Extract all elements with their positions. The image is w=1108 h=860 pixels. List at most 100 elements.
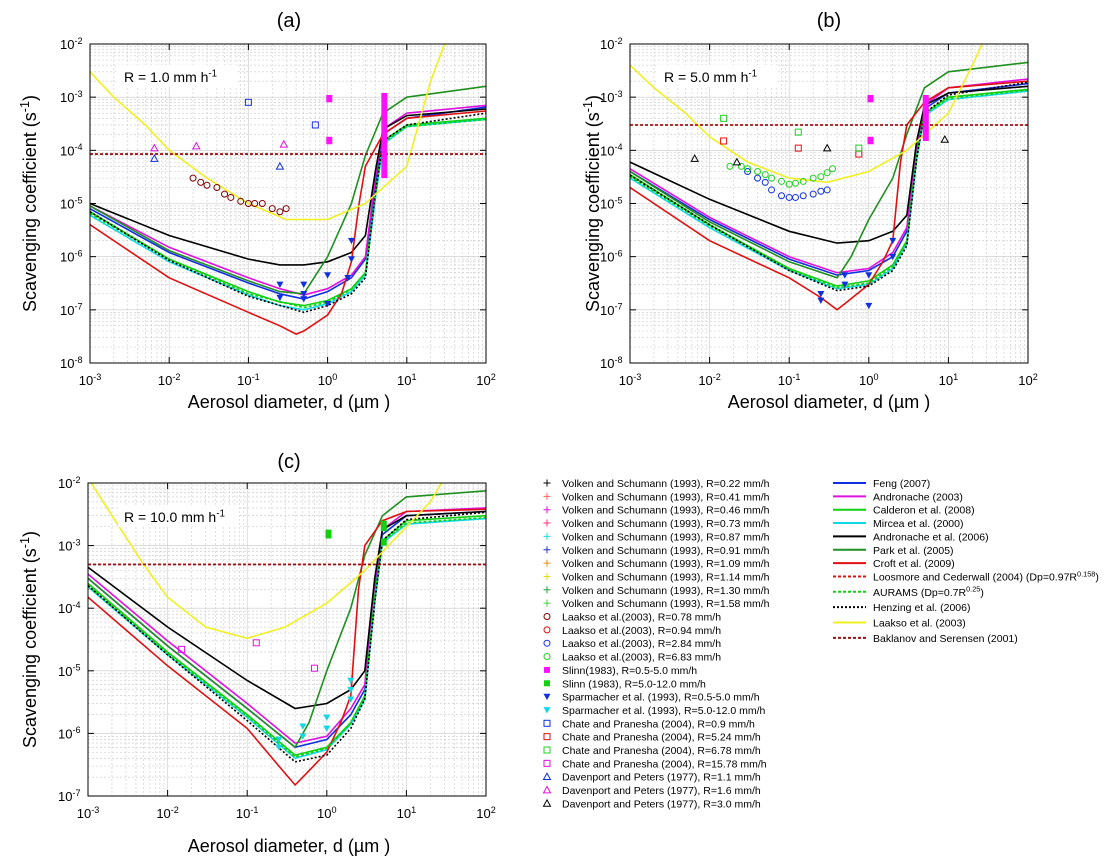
obs-point [275, 736, 283, 743]
legend-marker [543, 559, 551, 567]
x-tick-label: 101 [939, 372, 959, 388]
legend-marker [543, 653, 551, 661]
x-axis-label: Aerosol diameter, d (µm ) [728, 392, 930, 412]
x-tick-label-sup: 0 [874, 372, 879, 382]
y-tick-label-main: 10 [60, 250, 74, 265]
y-tick-label-main: 10 [600, 356, 614, 371]
y-tick-label: 10-6 [58, 725, 81, 741]
y-tick-label-sup: -5 [72, 663, 80, 673]
legend-label: Davenport and Peters (1977), R=1.6 mm/h [562, 785, 761, 797]
x-tick-label: 10-1 [778, 372, 801, 388]
legend-label: Volken and Schumann (1993), R=1.58 mm/h [562, 598, 770, 610]
x-tick-label-sup: 1 [411, 805, 416, 815]
legend-label-main: Loosmore and Cederwall (2004) (Dp=0.97R [873, 571, 1077, 583]
x-tick-label-main: 10 [236, 806, 250, 821]
panel-title: (b) [817, 10, 841, 32]
x-tick-label-main: 10 [698, 373, 712, 388]
legend-label: Mircea et al. (2000) [873, 518, 963, 530]
obs-point [276, 294, 284, 302]
legend-label-main: Park et al. (2005) [873, 545, 954, 557]
legend-label: Davenport and Peters (1977), R=3.0 mm/h [562, 798, 761, 810]
annotation-bg [118, 65, 238, 87]
legend-label: Volken and Schumann (1993), R=1.09 mm/h [562, 558, 770, 570]
x-tick-label: 10-3 [619, 372, 642, 388]
x-tick-label-sup: 2 [491, 372, 496, 382]
x-tick-label: 100 [317, 805, 337, 821]
obs-point [344, 275, 352, 282]
series-line-11 [630, 44, 983, 184]
y-tick-label: 10-7 [60, 302, 83, 318]
chart-panel-1: 10-3 10-2 10-1 100 101 10210-810-710-610-510-… [18, 10, 496, 412]
obs-point [817, 297, 825, 304]
obs-point [829, 165, 837, 173]
legend-label-main: Andronache et al. (2006) [873, 531, 989, 543]
legend-marker [543, 613, 551, 620]
legend-label-end: ) [980, 587, 984, 599]
annotation-box: R = 1.0 mm h-1 [118, 65, 238, 87]
x-tick-label: 10-1 [237, 372, 260, 388]
obs-point [197, 178, 205, 186]
legend-marker [542, 772, 552, 780]
obs-point [347, 686, 355, 694]
legend-label: Laakso et al.(2003), R=0.78 mm/h [562, 612, 721, 624]
series-line-2 [88, 507, 486, 744]
obs-point [732, 157, 742, 166]
legend-label-main: Feng (2007) [873, 478, 930, 490]
obs-point [178, 645, 186, 653]
obs-point [347, 677, 355, 684]
y-tick-label-sup: -5 [74, 195, 82, 205]
legend-label: Laakso et al. (2003) [873, 618, 966, 630]
x-tick-label-sup: 1 [953, 372, 958, 382]
series-line-7 [630, 80, 1028, 311]
obs-point [325, 529, 332, 539]
y-tick-label-sup: -4 [74, 142, 82, 152]
legend-marker [543, 572, 551, 580]
x-tick-label: 10-3 [79, 372, 102, 388]
legend-label-main: Andronache (2003) [873, 491, 963, 503]
x-tick-label-sup: -1 [792, 372, 800, 382]
y-tick-label: 10-2 [600, 36, 623, 52]
y-tick-label: 10-4 [58, 600, 81, 616]
legend-label: Feng (2007) [873, 478, 930, 490]
obs-point [380, 520, 387, 532]
obs-point [299, 733, 307, 740]
obs-point [726, 162, 734, 170]
obs-point [347, 237, 355, 245]
obs-point [300, 281, 308, 288]
legend-label: Laakso et al.(2003), R=2.84 mm/h [562, 638, 721, 650]
x-tick-label-sup: 0 [332, 372, 337, 382]
y-tick-label: 10-7 [58, 788, 81, 804]
x-tick-label-sup: -3 [633, 372, 641, 382]
series-line-10 [88, 511, 486, 763]
obs-point [855, 144, 863, 152]
obs-point [799, 192, 807, 200]
obs-point [347, 696, 355, 703]
x-tick-label: 100 [859, 372, 879, 388]
series-line-1 [90, 106, 486, 300]
x-tick-label: 10-3 [77, 805, 100, 821]
obs-point [720, 114, 728, 122]
x-tick-label-sup: 1 [412, 372, 417, 382]
legend-label-main: Henzing et al. (2006) [873, 602, 970, 614]
obs-point [761, 171, 769, 179]
obs-point [744, 167, 752, 175]
obs-point [690, 154, 700, 162]
series-line-7 [88, 508, 486, 787]
legend-label: Park et al. (2005) [873, 545, 954, 557]
x-tick-label-sup: -1 [252, 372, 260, 382]
obs-point [777, 177, 785, 185]
annotation-box: R = 5.0 mm h-1 [658, 65, 778, 87]
legend-label-main: Mircea et al. (2000) [873, 518, 963, 530]
legend-marker [543, 707, 551, 714]
chart-panel-3: 10-3 10-2 10-1 100 101 10210-710-610-510-410-… [18, 451, 496, 856]
legend-label: Chate and Pranesha (2004), R=0.9 mm/h [562, 718, 755, 730]
y-axis-label-main: Scavenging coefficient (s [20, 112, 40, 312]
y-tick-label-main: 10 [58, 476, 72, 491]
x-tick-label-sup: 0 [332, 805, 337, 815]
obs-point [720, 137, 728, 145]
legend-label: Slinn(1983), R=0.5-5.0 mm/h [562, 665, 697, 677]
series-lines [88, 483, 486, 787]
y-tick-label: 10-8 [600, 355, 623, 371]
obs-point [737, 162, 745, 170]
x-tick-label-main: 10 [317, 806, 331, 821]
